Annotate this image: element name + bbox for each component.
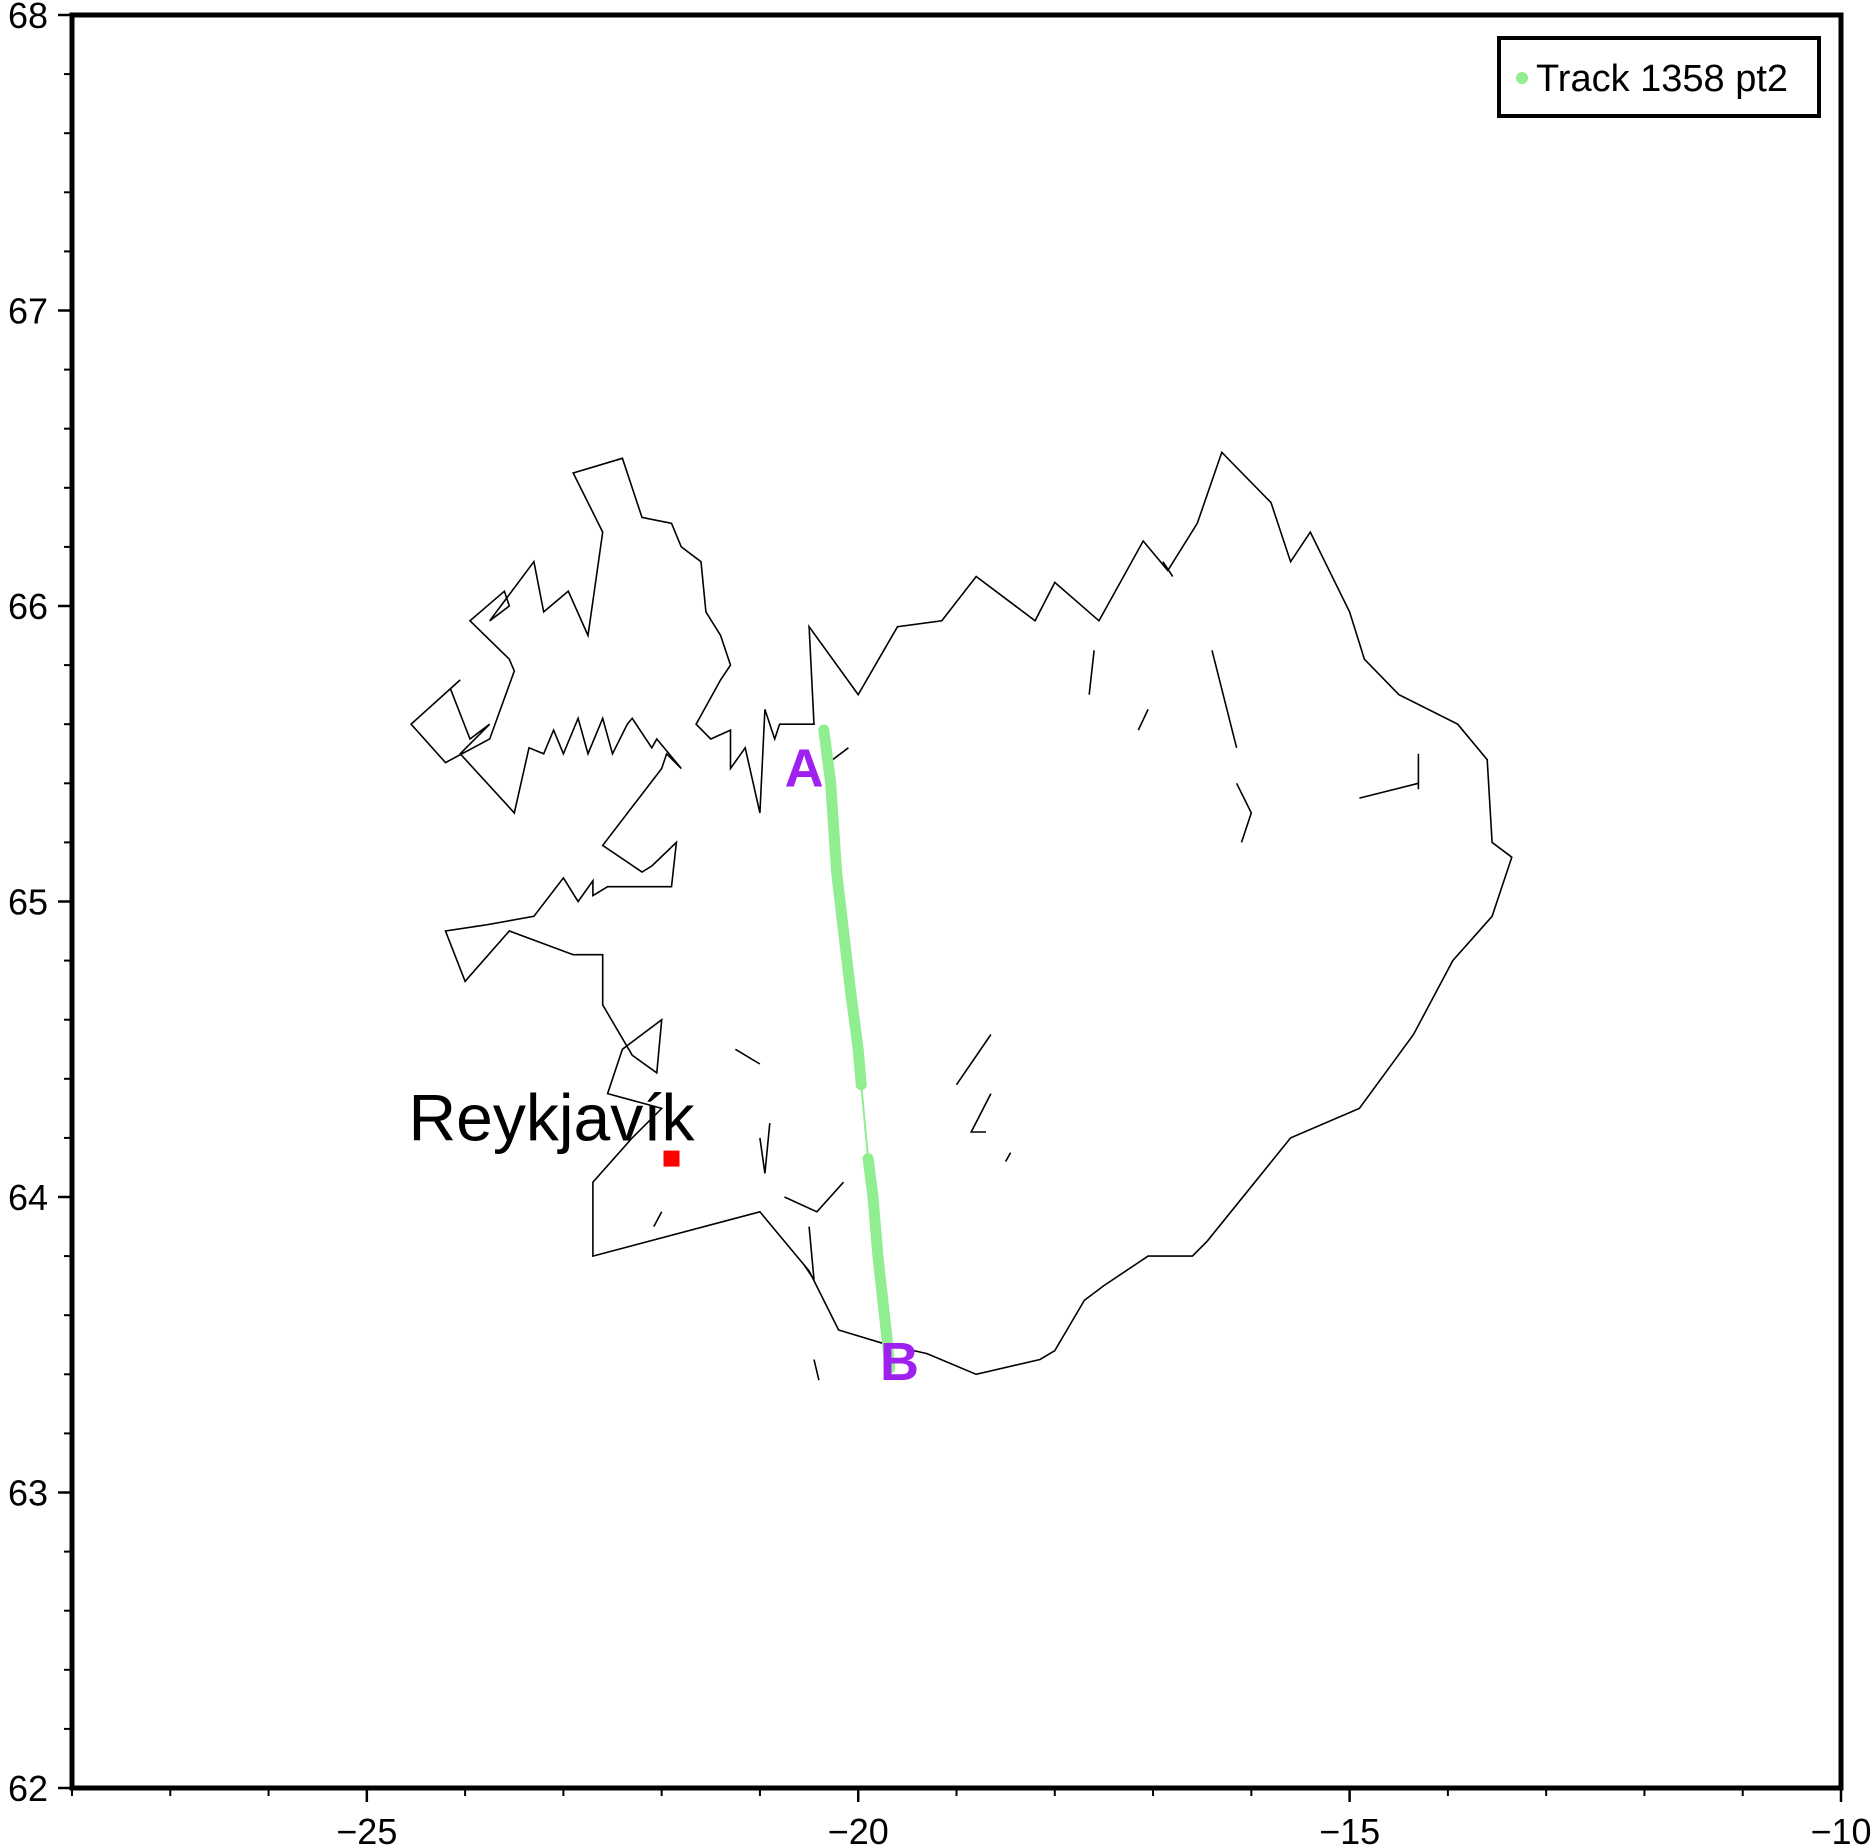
x-tick-label: −20 [828,1811,889,1845]
coastline-fragment [969,1093,992,1133]
legend: Track 1358 pt2 [1497,36,1821,118]
x-tick-label: −25 [336,1811,397,1845]
coastline-main [409,450,1513,1376]
map-frame: −25 −20 −15 −10 62 63 64 65 66 67 68 [8,0,1872,1845]
city-layer: Reykjavík [408,1081,696,1167]
legend-box [1497,36,1821,118]
track-gap-line [860,1083,870,1160]
coastline-fragment [759,1123,771,1174]
x-tick-label: −10 [1810,1811,1871,1845]
track-path [818,724,896,1374]
city-label-reykjavik: Reykjavík [408,1081,695,1155]
legend-label: Track 1358 pt2 [1536,58,1788,100]
coastline-fragment [1162,561,1174,577]
track-endpoints: A B [785,738,919,1392]
track-segment [862,1153,896,1374]
y-tick-label: 68 [8,0,48,36]
coastline-fragment [813,1359,820,1381]
coastline-fragment [955,1034,992,1086]
city-marker-square [663,1150,680,1167]
track-segment [818,724,867,1091]
coastline-fragment [734,1048,761,1065]
plot-frame [69,12,1844,1791]
track-end-label: B [880,1332,919,1392]
y-tick-label: 65 [8,882,48,923]
coastline-fragment [1211,650,1238,748]
coastline-fragment [1235,782,1253,843]
y-tick-label: 64 [8,1177,48,1218]
coastline-fragment [1359,782,1419,799]
coastline-fragment [1137,709,1149,731]
x-tick-label: −15 [1319,1811,1380,1845]
y-tick-label: 62 [8,1768,48,1809]
coastline-fragment [1004,1152,1012,1162]
y-tick-label: 63 [8,1473,48,1514]
coastline-fragment [803,1226,815,1281]
track-start-label: A [785,738,824,798]
coastline-fragment [1088,650,1095,695]
coastline [409,450,1513,1381]
coastline-fragment [784,1181,845,1213]
y-tick-label: 67 [8,291,48,332]
y-tick-label: 66 [8,586,48,627]
legend-swatch [1516,72,1528,84]
coastline-fragment [653,1211,663,1227]
